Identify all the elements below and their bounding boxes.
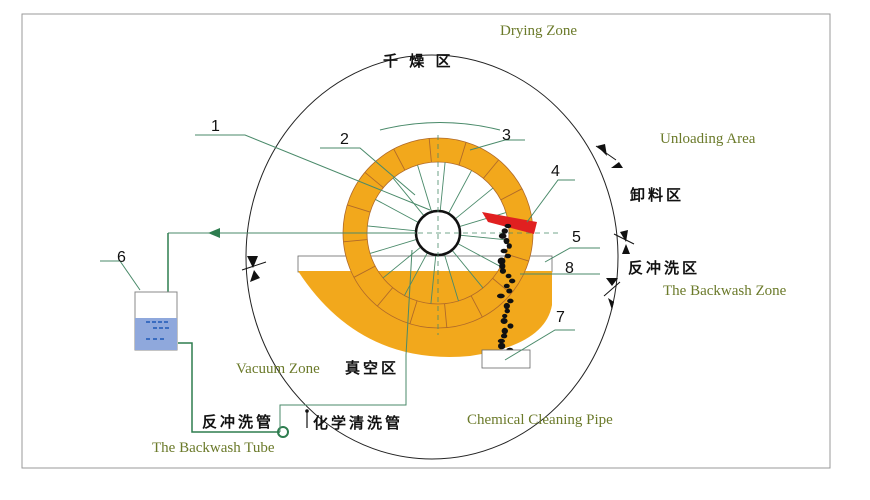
disc-sector-divider [458, 142, 467, 166]
disc-sector-divider [444, 303, 448, 328]
chemical-pipe-en: Chemical Cleaning Pipe [467, 412, 613, 428]
backwash-zone-en: The Backwash Zone [663, 283, 787, 299]
spoke [451, 249, 484, 289]
disc-sector-divider [393, 148, 406, 171]
scraper-blade [482, 212, 537, 234]
cake-particle [504, 253, 512, 259]
spoke [459, 234, 509, 241]
leader-lines [100, 122, 600, 361]
spoke [404, 252, 428, 296]
disc-sector-divider [343, 239, 368, 243]
cake-particle [504, 223, 512, 229]
spoke [375, 199, 419, 223]
cake-particle [499, 268, 507, 274]
cake-particle [504, 308, 510, 314]
zone-circle [245, 54, 619, 460]
disc-sector-divider [376, 287, 394, 307]
cake-particle [496, 293, 505, 299]
frame [21, 13, 831, 469]
disc-spokes [343, 138, 533, 328]
backwash-tube-cn: 反冲洗管 [202, 413, 274, 431]
unloading-cn: 卸料区 [630, 186, 684, 204]
cake-particle [501, 327, 508, 335]
cake-particle [503, 302, 510, 310]
cake-particle [506, 288, 513, 294]
spoke [417, 164, 433, 213]
cake-particle [507, 298, 514, 304]
spoke [369, 238, 418, 254]
disc-sector-divider [482, 159, 500, 179]
cake-particle [497, 338, 506, 344]
spoke [367, 225, 417, 232]
spoke [458, 212, 507, 228]
callout-6: 6 [117, 249, 126, 266]
disc-sector-divider [347, 204, 371, 213]
cake-particle [505, 273, 512, 279]
cake-particle [507, 323, 514, 329]
spoke [443, 253, 459, 302]
cake-particle [502, 313, 508, 319]
vacuum-zone-en: Vacuum Zone [236, 361, 320, 377]
backwash-zone-cn: 反冲洗区 [628, 259, 700, 277]
cake-particle [500, 248, 508, 254]
zone-arrows [247, 144, 630, 310]
cake-particle [506, 243, 512, 249]
callout-1: 1 [211, 118, 220, 135]
cake-particle [498, 233, 507, 239]
callout-8: 8 [565, 260, 574, 277]
backwash-tube [178, 342, 280, 433]
chemical-pipe-cn: 化学清洗管 [313, 414, 403, 432]
unloading-en: Unloading Area [660, 131, 756, 147]
callout-7: 7 [556, 309, 565, 326]
disc-sector-divider [428, 138, 432, 163]
disc-sector-divider [353, 265, 376, 278]
callout-2: 2 [340, 131, 349, 148]
tank-water [135, 318, 177, 350]
callout-4: 4 [551, 163, 560, 180]
disc-sector-divider [364, 171, 384, 189]
cake-particle [497, 342, 506, 350]
spoke [448, 170, 472, 214]
callout-5: 5 [572, 229, 581, 246]
cake-particle [501, 228, 508, 234]
disc-sector-divider [409, 300, 418, 324]
spoke [457, 243, 501, 267]
spoke [392, 177, 425, 217]
spoke [439, 162, 446, 212]
cake-particle [503, 283, 510, 289]
spoke [382, 246, 422, 279]
cake-particle [503, 237, 510, 245]
backwash-line [279, 249, 413, 432]
spoke [454, 187, 494, 220]
vacuum-zone-cn: 真空区 [345, 359, 399, 377]
cake-particle [500, 318, 508, 324]
cake-particle [509, 278, 516, 284]
drying-zone-en: Drying Zone [500, 23, 577, 39]
drying-zone-cn: 千 燥 区 [383, 52, 453, 70]
cake-particle [499, 262, 506, 270]
backwash-tube-en: The Backwash Tube [152, 440, 275, 456]
disc-sector-divider [470, 295, 483, 318]
callout-3: 3 [502, 127, 511, 144]
disc-sector-divider [500, 188, 523, 201]
pump-icon [277, 426, 289, 438]
cake-particle [497, 257, 506, 265]
spoke [430, 254, 437, 304]
cake-particle [500, 333, 508, 339]
